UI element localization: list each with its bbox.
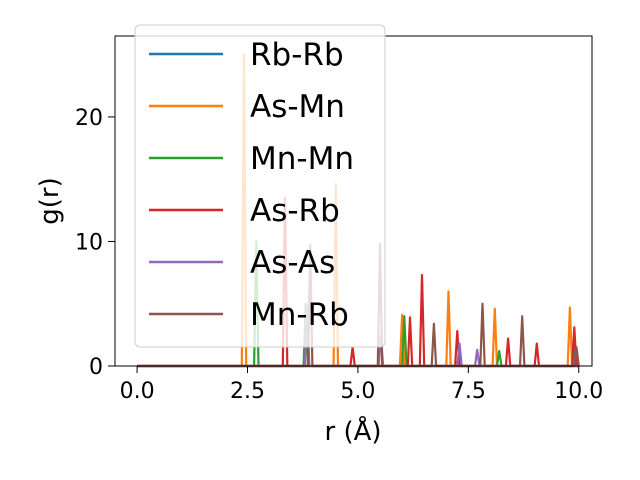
y-axis: 0 10 20 <box>75 106 115 380</box>
legend-label: As-As <box>250 245 335 281</box>
legend: Rb-Rb As-Mn Mn-Mn As-Rb As-As Mn-Rb <box>134 24 386 348</box>
legend-label: Mn-Mn <box>250 141 354 177</box>
legend-label: Mn-Rb <box>250 297 349 333</box>
legend-label: Rb-Rb <box>250 37 344 73</box>
x-tick-label: 7.5 <box>451 379 486 404</box>
x-tick-label: 2.5 <box>230 379 265 404</box>
x-tick-label: 0.0 <box>120 379 155 404</box>
x-axis: 0.0 2.5 5.0 7.5 10.0 <box>120 366 603 404</box>
y-axis-label: g(r) <box>35 177 65 224</box>
x-tick-label: 10.0 <box>554 379 603 404</box>
y-tick-label: 10 <box>75 230 103 255</box>
x-axis-label: r (Å) <box>324 415 381 447</box>
legend-label: As-Mn <box>250 89 345 125</box>
y-tick-label: 20 <box>75 106 103 131</box>
legend-label: As-Rb <box>250 193 340 229</box>
x-tick-label: 5.0 <box>340 379 375 404</box>
y-tick-label: 0 <box>89 355 103 380</box>
